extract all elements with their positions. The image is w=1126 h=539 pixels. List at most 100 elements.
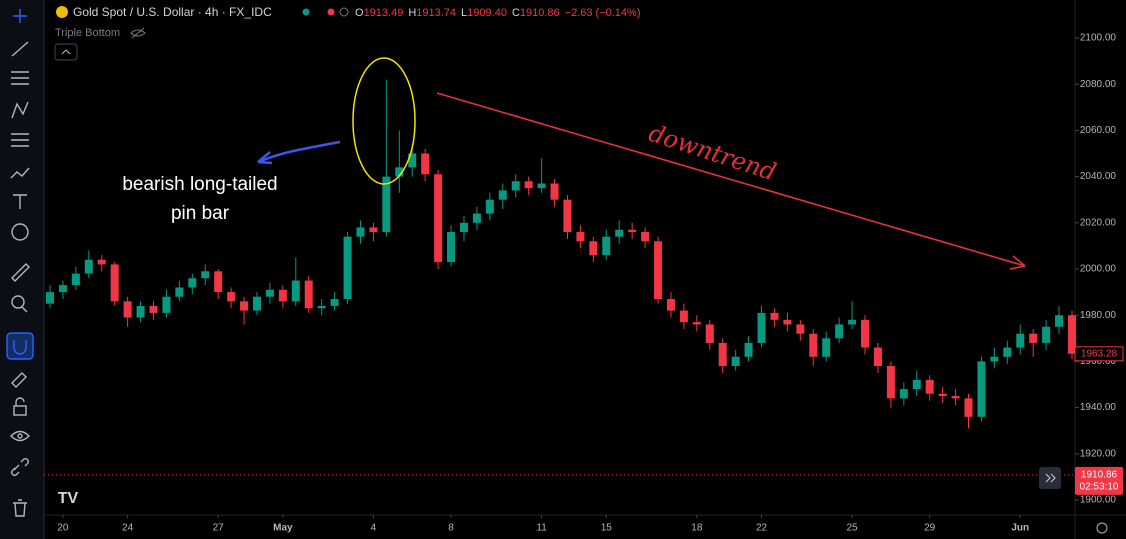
candle-body bbox=[395, 167, 404, 177]
y-tick-label: 1960.00 bbox=[1080, 356, 1117, 367]
tool-icons[interactable] bbox=[6, 9, 34, 517]
candle-body bbox=[459, 222, 468, 233]
candle-body bbox=[71, 273, 80, 286]
candle-body bbox=[822, 338, 831, 357]
x-tick-label: Jun bbox=[1011, 523, 1029, 534]
current-price-tag bbox=[1075, 466, 1123, 495]
candle-body bbox=[291, 280, 300, 302]
pointer-arrow bbox=[257, 140, 341, 165]
x-tick-label: 15 bbox=[601, 523, 613, 534]
candle-body bbox=[356, 227, 365, 237]
logo[interactable]: TV bbox=[58, 490, 79, 507]
candle-body bbox=[757, 312, 766, 343]
ohlc-value: 1913.49 bbox=[364, 7, 404, 19]
candle-body bbox=[343, 236, 352, 300]
candle-body bbox=[589, 241, 598, 256]
x-tick-label: 11 bbox=[536, 523, 547, 534]
candle-body bbox=[602, 236, 611, 256]
candle-body bbox=[899, 389, 908, 399]
candle-body bbox=[705, 324, 714, 343]
plot: 1900.00 1920.00 1940.00 1960.00 1980.00 2000.… bbox=[44, 33, 1124, 534]
candle-body bbox=[654, 241, 663, 300]
candle-body bbox=[1055, 315, 1064, 327]
candle-body bbox=[550, 183, 559, 200]
candle-body bbox=[330, 299, 339, 306]
market-status bbox=[327, 8, 335, 16]
ohlc-value: 1910.86 bbox=[520, 7, 560, 19]
candle-body bbox=[240, 301, 249, 311]
candle-body bbox=[97, 259, 106, 265]
candle-body bbox=[783, 319, 792, 325]
last-price-tag bbox=[1074, 346, 1124, 362]
candle-body bbox=[1029, 333, 1038, 343]
y-tick-label: 1940.00 bbox=[1080, 402, 1117, 413]
x-tick-label: 25 bbox=[847, 523, 859, 534]
x-tick-label: May bbox=[273, 523, 293, 534]
candle-body bbox=[214, 271, 223, 293]
y-tick-label: 2000.00 bbox=[1080, 264, 1117, 275]
candle-body bbox=[175, 287, 184, 297]
annotation-text: pin bar bbox=[171, 203, 230, 224]
x-tick-label: 29 bbox=[924, 523, 936, 534]
status-icon bbox=[339, 7, 349, 17]
candle-body bbox=[692, 322, 701, 325]
candle-body bbox=[537, 183, 546, 189]
ohlc-key: O bbox=[355, 7, 364, 19]
candle-body bbox=[317, 305, 326, 309]
candle-body bbox=[796, 324, 805, 334]
collapse-button[interactable] bbox=[54, 43, 78, 61]
x-tick-label: 24 bbox=[122, 523, 134, 534]
ohlc-value: 1909.40 bbox=[467, 7, 507, 19]
ohlc: O1913.49 H1913.74 L1909.40 C1910.86 −2.63 (−… bbox=[355, 7, 641, 19]
x-tick-label: 22 bbox=[756, 523, 768, 534]
candle-body bbox=[679, 310, 688, 323]
indicator-name[interactable]: Triple Bottom bbox=[55, 27, 120, 39]
candle-body bbox=[58, 285, 67, 293]
candle-body bbox=[265, 289, 274, 297]
candle-body bbox=[563, 199, 572, 233]
candle-body bbox=[201, 271, 210, 279]
candle-body bbox=[110, 264, 119, 302]
candle-body bbox=[123, 301, 132, 318]
y-tick-label: 2080.00 bbox=[1080, 79, 1117, 90]
candle-body bbox=[304, 280, 313, 309]
market-status bbox=[302, 8, 310, 16]
candle-body bbox=[382, 176, 391, 233]
candle-body bbox=[84, 259, 93, 274]
candle-body bbox=[485, 199, 494, 214]
x-tick-label: 18 bbox=[691, 523, 703, 534]
ohlc-key: L bbox=[461, 7, 467, 19]
symbol-title[interactable]: Gold Spot / U.S. Dollar · 4h · FX_IDC bbox=[73, 5, 272, 19]
scroll-icon bbox=[1045, 473, 1056, 483]
candle-body bbox=[136, 305, 145, 318]
candle-body bbox=[641, 232, 650, 242]
y-tick-label: 2020.00 bbox=[1080, 217, 1117, 228]
candle-body bbox=[227, 292, 236, 302]
candle-body bbox=[188, 278, 197, 288]
candle-body bbox=[912, 379, 921, 390]
highlight-ellipse bbox=[352, 57, 416, 185]
candle-body bbox=[835, 324, 844, 339]
candle-body bbox=[964, 398, 973, 417]
y-tick-label: 1920.00 bbox=[1080, 448, 1117, 459]
settings-icon[interactable] bbox=[1096, 522, 1108, 534]
countdown: 02:53:10 bbox=[1080, 482, 1119, 493]
ohlc-key: C bbox=[512, 7, 520, 19]
candle-body bbox=[848, 319, 857, 325]
candle-body bbox=[1068, 315, 1076, 354]
candle-body bbox=[369, 227, 378, 233]
candle-body bbox=[149, 305, 158, 313]
candle-body bbox=[162, 296, 171, 313]
candle-body bbox=[628, 229, 637, 233]
candle-body bbox=[511, 181, 520, 191]
candle-body bbox=[809, 333, 818, 357]
trend-arrow bbox=[436, 92, 1026, 270]
y-tick-label: 2060.00 bbox=[1080, 125, 1117, 136]
candle-body bbox=[873, 347, 882, 367]
candle-body bbox=[925, 379, 934, 394]
toolbar bbox=[0, 0, 45, 539]
hide-icon[interactable] bbox=[130, 27, 146, 39]
candle-body bbox=[472, 213, 481, 223]
candle-body bbox=[770, 312, 779, 320]
